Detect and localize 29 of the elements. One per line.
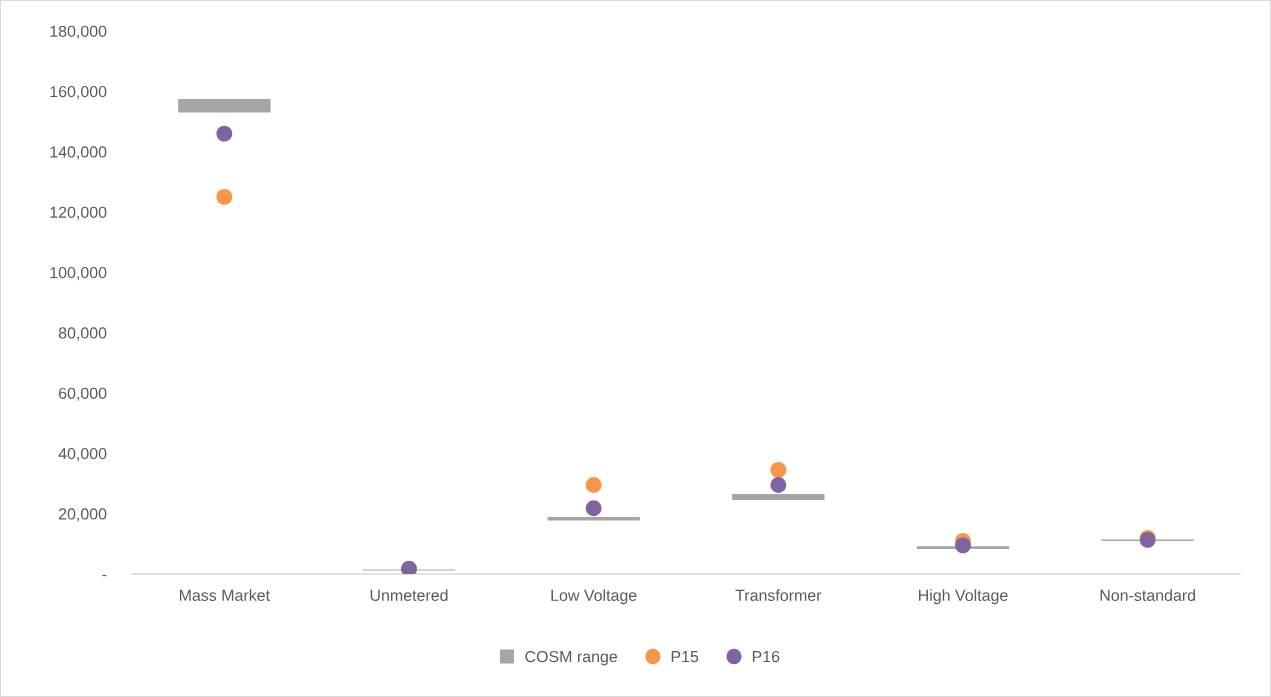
- legend-label: COSM range: [525, 650, 618, 666]
- y-tick-label: 20,000: [58, 508, 107, 522]
- y-tick-label: 40,000: [58, 447, 107, 462]
- x-tick-label: Unmetered: [370, 589, 448, 602]
- x-tick-label: Non-standard: [1100, 589, 1196, 602]
- y-tick-label: 80,000: [58, 327, 107, 341]
- x-tick-label: Mass Market: [179, 589, 270, 602]
- x-tick-label: Transformer: [735, 589, 822, 602]
- y-tick-label: 160,000: [50, 85, 107, 100]
- legend-label: P16: [752, 650, 780, 663]
- point: [585, 500, 602, 517]
- y-tick-label: 100,000: [50, 266, 107, 281]
- y-tick-label: 120,000: [50, 206, 107, 220]
- point: [770, 477, 787, 493]
- point: [770, 462, 787, 478]
- bar: [178, 98, 271, 113]
- point: [216, 125, 233, 142]
- bar: [732, 494, 825, 501]
- legend-label: P15: [671, 651, 699, 663]
- point: [585, 477, 602, 493]
- bar: [547, 516, 640, 521]
- y-tick-label: 180,000: [50, 25, 107, 39]
- x-tick-label: High Voltage: [919, 589, 1008, 605]
- y-tick-label: 60,000: [58, 387, 107, 401]
- y-tick-label: 140,000: [50, 146, 107, 160]
- point: [955, 537, 971, 554]
- point: [216, 189, 233, 205]
- y-tick-label: -: [102, 574, 107, 577]
- x-tick-label: Low Voltage: [551, 589, 637, 605]
